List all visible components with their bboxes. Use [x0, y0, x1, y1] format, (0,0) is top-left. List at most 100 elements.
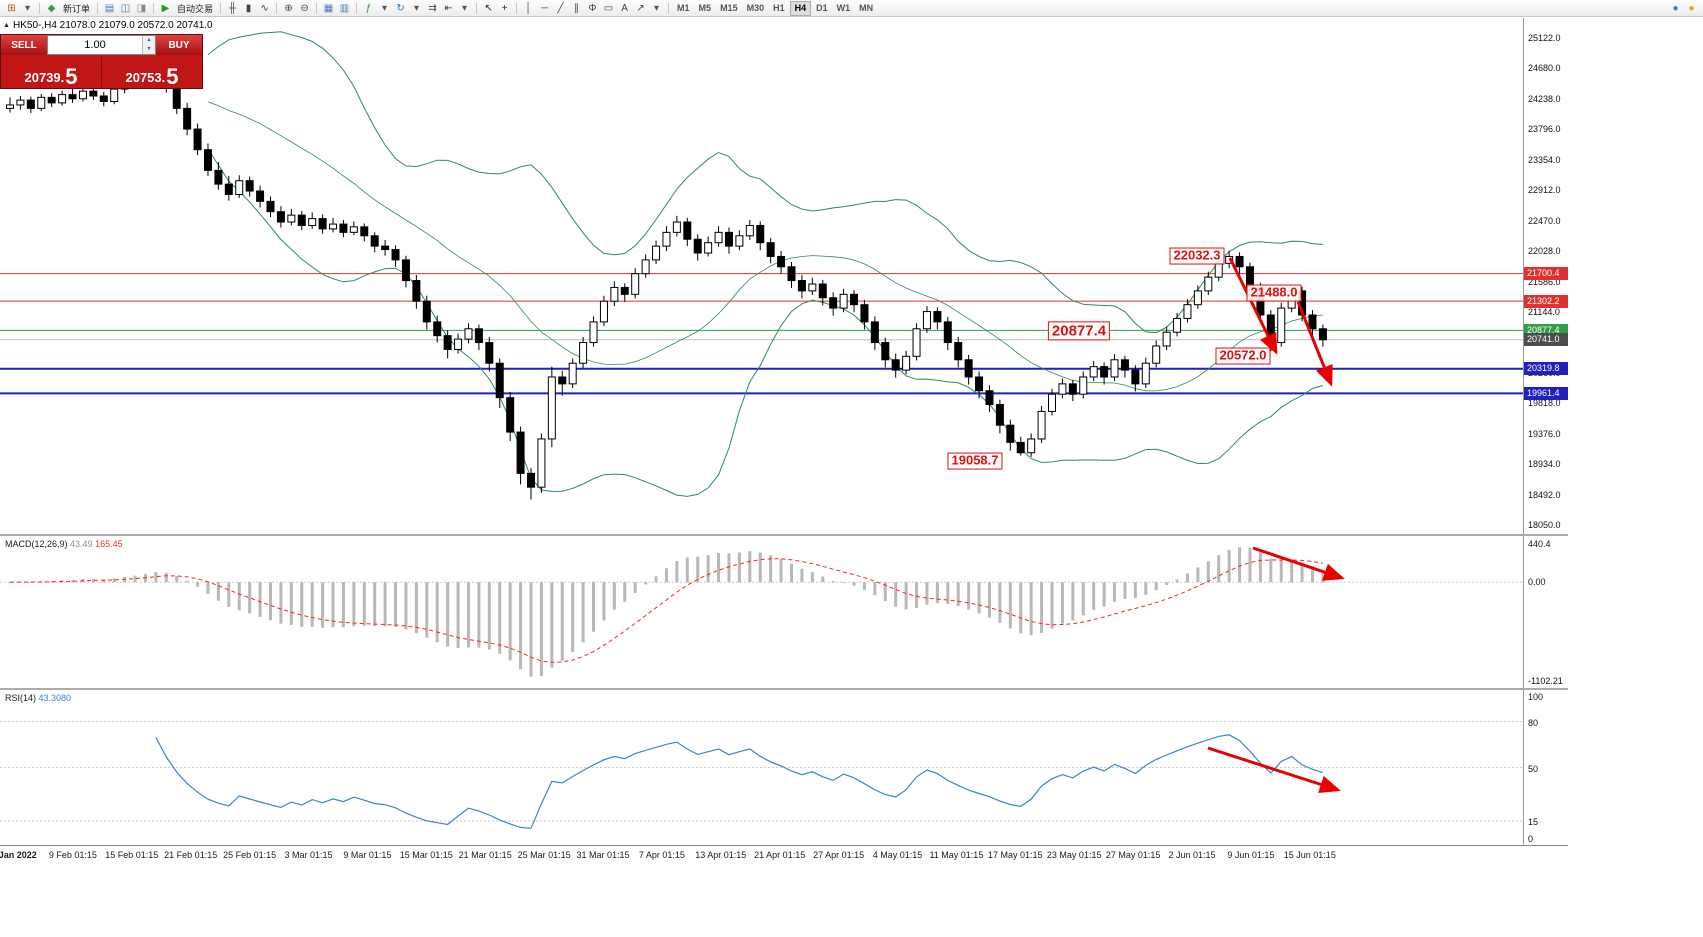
algo-trading-button[interactable]: 自动交易: [177, 3, 214, 14]
rsi-value: 43.3080: [38, 693, 72, 703]
zoom-in-icon[interactable]: ⊕: [284, 2, 293, 14]
indicators-dropdown-icon[interactable]: ▾: [382, 2, 388, 14]
bollinger-middle-line: [207, 101, 1323, 392]
collapse-panel-icon[interactable]: ▲: [3, 22, 10, 29]
tf-w1[interactable]: W1: [836, 3, 851, 13]
toolbar-separator: [153, 2, 155, 14]
buy-button[interactable]: BUY: [156, 35, 202, 55]
chart-shift-icon[interactable]: ⇤: [444, 2, 453, 14]
new-order-button[interactable]: 新订单: [63, 3, 91, 14]
cursor-icon[interactable]: ↖: [484, 2, 493, 14]
time-axis-label: 13 Apr 01:15: [695, 850, 747, 860]
tf-h4[interactable]: H4: [789, 0, 812, 16]
tf-m5[interactable]: M5: [698, 3, 712, 13]
price-annotation[interactable]: 20877.4: [1047, 321, 1111, 341]
shapes-icon[interactable]: ▭: [603, 2, 614, 14]
price-scale-separator[interactable]: [1523, 18, 1524, 845]
sell-price-main: 20739.: [24, 70, 65, 85]
tf-mn[interactable]: MN: [859, 3, 874, 13]
channel-icon[interactable]: ∥: [574, 2, 580, 14]
arrow-object-icon[interactable]: ↗: [636, 2, 645, 14]
zoom-out-icon[interactable]: ⊖: [300, 2, 309, 14]
price-tag-21700.4: 21700.4: [1524, 267, 1568, 281]
horizontal-lines-layer[interactable]: [0, 273, 1523, 395]
cascade-windows-icon[interactable]: ▥: [339, 2, 350, 14]
sell-price-big-digit: 5: [65, 64, 78, 89]
blue-circle-icon[interactable]: ●: [1672, 2, 1679, 14]
bollinger-upper-line: [207, 31, 1323, 334]
price-annotation[interactable]: 22032.3: [1169, 247, 1225, 265]
cycle-dropdown-icon[interactable]: ▾: [414, 2, 420, 14]
price-annotation[interactable]: 21488.0: [1246, 284, 1302, 302]
sell-button[interactable]: SELL: [1, 35, 47, 55]
toolbar-separator: [276, 2, 278, 14]
macd-name: MACD(12,26,9): [5, 539, 68, 549]
indicators-icon[interactable]: ƒ: [365, 2, 372, 14]
orange-circle-icon[interactable]: ●: [1688, 2, 1695, 14]
pane-splitter-macd[interactable]: [0, 534, 1568, 536]
volume-stepper: ▴ ▾: [142, 36, 155, 54]
toolbar-separator: [39, 2, 40, 14]
tf-m1[interactable]: M1: [677, 3, 690, 13]
new-order-icon[interactable]: ◆: [47, 2, 56, 14]
volume-up-icon[interactable]: ▴: [147, 37, 151, 43]
price-tag-19961.4: 19961.4: [1524, 386, 1568, 400]
tf-d1[interactable]: D1: [816, 3, 828, 13]
price-axis-label: 19376.0: [1528, 428, 1561, 439]
horizontal-line-icon[interactable]: ─: [540, 2, 549, 14]
time-axis-label: 11 May 01:15: [929, 850, 984, 860]
buy-price[interactable]: 20753. 5: [102, 55, 202, 88]
volume-field[interactable]: 1.00 ▴ ▾: [47, 35, 156, 55]
trend-arrows-layer[interactable]: [1207, 257, 1345, 794]
price-annotation[interactable]: 19058.7: [947, 452, 1003, 470]
timeframe-cycle-icon[interactable]: ↻: [396, 2, 405, 14]
pane-splitter-rsi[interactable]: [0, 688, 1568, 690]
time-axis-label: 27 May 01:15: [1105, 850, 1161, 860]
shift-dropdown-icon[interactable]: ▾: [462, 2, 468, 14]
algo-trading-icon[interactable]: ▶: [161, 2, 170, 14]
new-chart-dropdown-icon[interactable]: ▾: [24, 2, 31, 14]
tile-windows-icon[interactable]: ▦: [323, 2, 334, 14]
bar-chart-type-icon[interactable]: ╫: [228, 2, 237, 14]
auto-scroll-icon[interactable]: ⇉: [428, 2, 437, 14]
rsi-name: RSI(14): [5, 693, 37, 703]
price-annotation[interactable]: 20572.0: [1215, 347, 1271, 365]
time-axis-label: 7 Apr 01:15: [638, 850, 685, 860]
price-axis-label: 23796.0: [1528, 124, 1561, 135]
one-click-trading-panel: SELL 1.00 ▴ ▾ BUY 20739. 5 20753. 5: [0, 34, 203, 89]
text-label-icon[interactable]: A: [621, 2, 628, 14]
price-axis-label: 21586.0: [1528, 276, 1561, 287]
new-chart-icon[interactable]: ⊞: [7, 2, 16, 14]
volume-down-icon[interactable]: ▾: [147, 46, 151, 52]
price-axis-label: 19818.0: [1528, 398, 1561, 409]
tf-m15[interactable]: M15: [720, 3, 738, 13]
line-chart-type-icon[interactable]: ∿: [260, 2, 269, 14]
tf-m30[interactable]: M30: [746, 3, 765, 13]
profiles-icon[interactable]: ▤: [104, 2, 115, 14]
macd-scale-label: 0.00: [1528, 577, 1546, 588]
time-axis-label: 25 Feb 01:15: [223, 850, 277, 860]
candlestick-chart-type-icon[interactable]: ▮: [245, 2, 252, 14]
trendline-icon[interactable]: ╱: [557, 2, 564, 14]
fibonacci-icon[interactable]: Φ: [588, 2, 597, 14]
macd-scale-label: 440.4: [1528, 539, 1551, 549]
bollinger-bands-layer: [207, 31, 1324, 497]
objects-dropdown-icon[interactable]: ▾: [654, 2, 660, 14]
time-axis-label: 2 Jun 01:15: [1168, 850, 1216, 860]
time-axis-label: 15 Jun 01:15: [1283, 850, 1336, 860]
price-axis-label: 23354.0: [1528, 154, 1561, 165]
toolbar-separator: [220, 2, 222, 14]
charts-window-icon[interactable]: ◫: [120, 2, 131, 14]
volume-value[interactable]: 1.00: [84, 39, 106, 51]
crosshair-icon[interactable]: +: [501, 2, 508, 14]
vertical-line-icon[interactable]: │: [525, 2, 532, 14]
time-axis-label: 21 Mar 01:15: [458, 850, 512, 860]
time-axis-label: 9 Jun 01:15: [1227, 850, 1275, 860]
macd-layer: [0, 547, 1523, 677]
time-axis-label: 9 Feb 01:15: [48, 850, 97, 860]
price-tag-20741.0: 20741.0: [1524, 333, 1568, 347]
tf-h1[interactable]: H1: [773, 3, 785, 13]
depth-of-market-icon[interactable]: ◨: [136, 2, 147, 14]
sell-price[interactable]: 20739. 5: [1, 55, 102, 88]
